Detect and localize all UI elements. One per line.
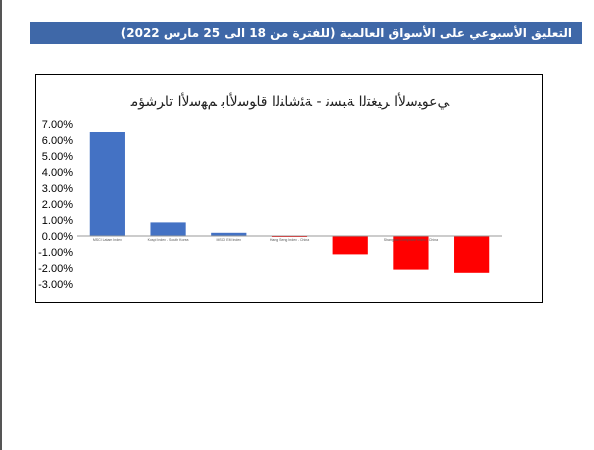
x-axis-labels: MSCI Latam Index Kospi Index - South Kore… [93,238,438,242]
y-tick-label: 2.00% [42,199,73,211]
y-tick-label: 1.00% [42,215,73,227]
bar [89,132,125,236]
y-tick-label: -2.00% [38,263,73,275]
y-tick-label: 3.00% [42,183,73,195]
bar [332,236,368,255]
report-banner-title: التعليق الأسبوعي على الأسواق العالمية (ل… [30,22,582,44]
y-tick-label: -3.00% [38,279,73,291]
x-category-label: MSCI EM Index [217,238,242,242]
y-tick-label: 4.00% [42,167,73,179]
y-tick-label: 0.00% [42,231,73,243]
x-category-label: Shanghai Composite Index - China [384,238,438,242]
page-left-border [0,0,2,450]
bar [211,232,247,236]
x-category-label: Hang Seng Index - China [270,238,309,242]
chart-title: ﻲﻋﻮﺒﺳﻷا ﺮﻴﻐﺘﻟا ﺔﺒﺴﻧ - ﺔﺌﺷﺎﻨﻟا قاﻮﺳﻷﺎﺑ ﻢﻬ… [130,92,450,110]
y-tick-label: 6.00% [42,135,73,147]
y-axis-ticks: 7.00% 6.00% 5.00% 4.00% 3.00% 2.00% 1.00% 0.00%… [38,119,73,291]
x-category-label: Kospi Index - South Korea [148,238,189,242]
bars [89,132,490,273]
y-tick-label: -1.00% [38,247,73,259]
y-tick-label: 5.00% [42,151,73,163]
bar [393,236,429,270]
bar [150,222,186,236]
x-category-label: MSCI Latam Index [93,238,122,242]
bar [454,236,490,273]
y-tick-label: 7.00% [42,119,73,131]
